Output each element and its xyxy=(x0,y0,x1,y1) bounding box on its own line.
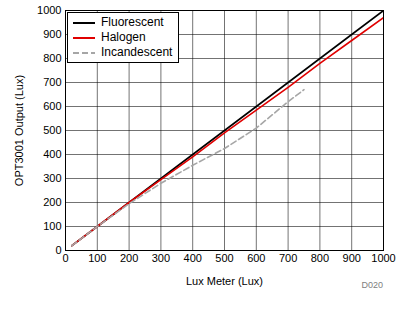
svg-text:0: 0 xyxy=(62,252,68,264)
svg-text:900: 900 xyxy=(343,252,361,264)
svg-text:1000: 1000 xyxy=(37,4,61,16)
svg-text:700: 700 xyxy=(43,76,61,88)
svg-text:400: 400 xyxy=(184,252,202,264)
svg-text:900: 900 xyxy=(43,28,61,40)
html-text:Incandescent: Incandescent xyxy=(101,45,173,59)
svg-text:200: 200 xyxy=(120,252,138,264)
svg-text:600: 600 xyxy=(43,100,61,112)
svg-text:0: 0 xyxy=(55,244,61,256)
svg-text:700: 700 xyxy=(279,252,297,264)
svg-text:600: 600 xyxy=(247,252,265,264)
svg-text:300: 300 xyxy=(43,172,61,184)
svg-text:500: 500 xyxy=(215,252,233,264)
svg-text:Lux Meter (Lux): Lux Meter (Lux) xyxy=(186,275,263,287)
svg-text:400: 400 xyxy=(43,148,61,160)
svg-text:300: 300 xyxy=(152,252,170,264)
html-text:D020: D020 xyxy=(361,280,383,290)
svg-text:OPT3001 Output (Lux): OPT3001 Output (Lux) xyxy=(13,75,25,186)
svg-text:500: 500 xyxy=(43,124,61,136)
svg-text:800: 800 xyxy=(43,52,61,64)
svg-text:100: 100 xyxy=(43,220,61,232)
svg-text:800: 800 xyxy=(311,252,329,264)
html-text:Halogen: Halogen xyxy=(101,30,146,44)
html-text:Fluorescent: Fluorescent xyxy=(101,15,164,29)
svg-text:1000: 1000 xyxy=(371,252,395,264)
svg-text:200: 200 xyxy=(43,196,61,208)
svg-text:100: 100 xyxy=(88,252,106,264)
